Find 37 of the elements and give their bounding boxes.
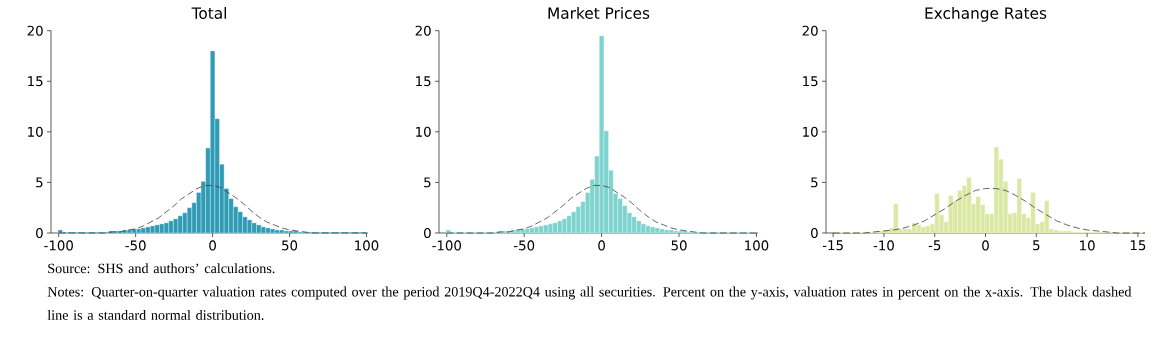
x-tick-label: -50 xyxy=(513,240,535,251)
x-tick-label: 5 xyxy=(1033,240,1040,251)
x-tick-label: -100 xyxy=(432,240,462,251)
x-tick-label: -5 xyxy=(928,240,941,251)
y-tick-label: 10 xyxy=(416,126,431,137)
x-tick-label: 0 xyxy=(982,240,989,251)
text: Notes: Quarter-on-quarter valuation rates computed over the period 2019Q4-2022Q4 using all securities. Percent on the y-axis, valuation rates in percent on the x-axis. The black dashed line is a standard normal distribution. xyxy=(47,286,1132,320)
y-tick-label: 10 xyxy=(28,126,43,137)
y-tick-label: 10 xyxy=(803,126,818,137)
y-tick-label: 20 xyxy=(802,25,818,36)
source-note: Source: SHS and authors’ calculations. xyxy=(48,263,275,274)
y-tick-label: 5 xyxy=(811,177,818,188)
chart-title: Market Prices xyxy=(548,7,650,19)
x-tick-label: -10 xyxy=(873,240,894,251)
y-tick-label: 20 xyxy=(415,25,431,36)
x-tick-label: 0 xyxy=(209,240,216,251)
y-tick-label: 0 xyxy=(811,227,818,239)
x-tick-label: 50 xyxy=(671,240,687,251)
y-tick-label: 20 xyxy=(27,25,43,36)
x-tick-label: -50 xyxy=(125,240,146,251)
x-tick-label: -15 xyxy=(822,240,843,251)
x-tick-label: 50 xyxy=(282,240,298,251)
x-tick-label: 0 xyxy=(598,240,605,251)
chart-title: Total xyxy=(191,7,226,19)
chart-title: Exchange Rates xyxy=(925,7,1047,22)
x-tick-label: 100 xyxy=(355,240,379,251)
y-tick-label: 5 xyxy=(424,177,431,188)
y-tick-label: 0 xyxy=(424,227,431,239)
x-tick-label: 100 xyxy=(745,240,769,251)
y-tick-label: 5 xyxy=(36,177,43,188)
y-tick-label: 15 xyxy=(416,76,431,87)
y-tick-label: 15 xyxy=(28,76,43,87)
y-tick-label: 15 xyxy=(803,76,818,87)
x-tick-label: 10 xyxy=(1080,240,1095,251)
y-tick-label: 0 xyxy=(36,227,43,239)
x-tick-label: -100 xyxy=(44,240,73,251)
x-tick-label: 15 xyxy=(1130,240,1146,251)
